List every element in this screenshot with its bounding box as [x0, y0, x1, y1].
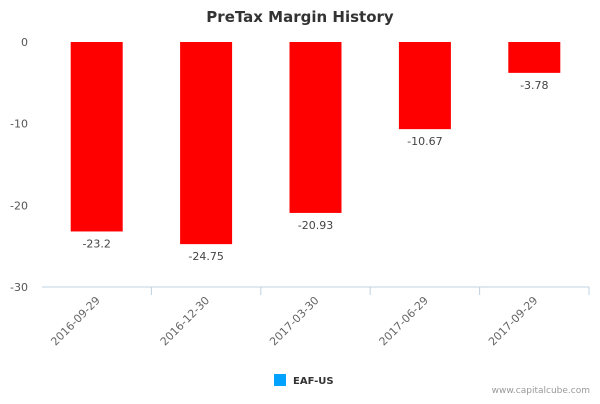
data-label: -24.75	[188, 250, 223, 263]
data-label: -3.78	[520, 79, 548, 92]
x-tick-label: 2017-06-29	[377, 294, 431, 348]
y-tick-label: -10	[10, 118, 28, 131]
x-tick-label: 2017-09-29	[486, 294, 540, 348]
legend[interactable]: EAF-US	[274, 374, 334, 387]
x-axis-ticks	[150, 287, 590, 295]
x-tick-label: 2016-12-30	[158, 294, 212, 348]
bar	[70, 42, 123, 232]
chart-title: PreTax Margin History	[206, 8, 394, 26]
bar	[508, 42, 561, 73]
bar	[180, 42, 233, 245]
y-tick-label: 0	[21, 36, 28, 49]
credit-text: www.capitalcube.com	[492, 386, 590, 396]
legend-swatch[interactable]	[274, 374, 286, 386]
data-label: -23.2	[82, 237, 110, 250]
y-tick-label: -30	[10, 281, 28, 294]
bar	[289, 42, 342, 213]
data-label: -20.93	[298, 219, 333, 232]
bar-series	[70, 42, 561, 245]
y-tick-label: -20	[10, 199, 28, 212]
x-axis-labels: 2016-09-29 2016-12-30 2017-03-30 2017-06-29…	[48, 294, 540, 348]
legend-label[interactable]: EAF-US	[293, 376, 334, 387]
x-tick-label: 2017-03-30	[267, 294, 321, 348]
y-axis-ticks: 0 -10 -20 -30	[10, 36, 28, 294]
bar	[398, 42, 451, 130]
x-tick-label: 2016-09-29	[48, 294, 102, 348]
data-label: -10.67	[407, 135, 442, 148]
data-labels: -23.2 -24.75 -20.93 -10.67 -3.78	[82, 79, 548, 263]
